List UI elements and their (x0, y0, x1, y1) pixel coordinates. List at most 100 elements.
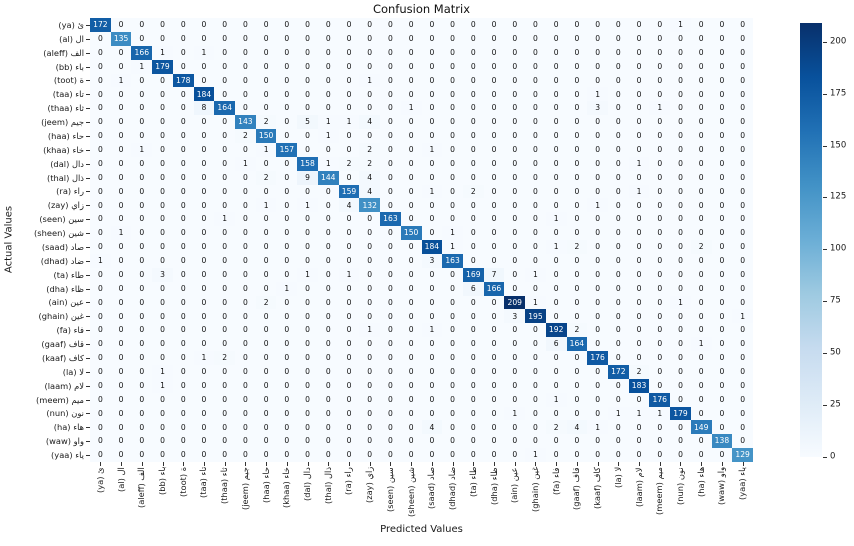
heatmap-cell: 0 (442, 184, 463, 199)
heatmap-cell: 0 (732, 31, 753, 46)
heatmap-cell: 0 (255, 364, 277, 379)
heatmap-cell: 0 (359, 45, 381, 60)
heatmap-cell: 0 (442, 18, 463, 32)
heatmap-cell: 0 (711, 101, 733, 116)
heatmap-cell: 0 (587, 281, 608, 296)
y-tick-label: (ra) ‎راء (56, 186, 84, 197)
heatmap-cell: 0 (421, 406, 443, 421)
heatmap-cell: 0 (152, 281, 173, 296)
heatmap-cell: 0 (152, 87, 173, 102)
heatmap-cell: 0 (628, 129, 650, 143)
heatmap-cell: 150 (400, 226, 422, 240)
heatmap-cell: 0 (193, 434, 215, 449)
heatmap-cell: 0 (214, 267, 236, 282)
heatmap-cell: 0 (732, 420, 753, 435)
heatmap-cell: 0 (338, 212, 360, 227)
heatmap-cell: 0 (235, 73, 256, 88)
heatmap-cell: 0 (690, 253, 712, 268)
heatmap-cell: 6 (462, 281, 484, 296)
x-tick-mark (121, 462, 123, 466)
heatmap-cell: 0 (297, 253, 318, 268)
heatmap-cell: 0 (525, 59, 546, 74)
x-tick-mark (183, 462, 185, 466)
heatmap-cell: 0 (711, 309, 733, 324)
heatmap-cell: 0 (649, 240, 671, 254)
heatmap-cell: 0 (525, 184, 546, 199)
heatmap-cell: 0 (442, 142, 463, 157)
heatmap-cell: 0 (297, 142, 318, 157)
heatmap-cell: 0 (649, 59, 671, 74)
y-tick-label: (ghain) ‎غين (38, 311, 84, 322)
heatmap-cell: 0 (649, 378, 671, 393)
heatmap-cell: 0 (317, 31, 339, 46)
heatmap-cell: 183 (628, 378, 650, 393)
heatmap-cell: 0 (131, 170, 153, 185)
heatmap-cell: 0 (628, 295, 650, 310)
heatmap-cell: 0 (172, 87, 194, 102)
heatmap-cell: 1 (628, 406, 650, 421)
heatmap-cell: 0 (566, 115, 588, 129)
heatmap-cell: 0 (214, 31, 236, 46)
y-tick-label: (aleff) ‎الف (43, 47, 84, 58)
heatmap-cell: 0 (110, 87, 132, 102)
heatmap-cell: 0 (421, 309, 443, 324)
heatmap-cell: 0 (504, 170, 526, 185)
heatmap-cell: 0 (276, 420, 298, 435)
heatmap-cell: 0 (442, 337, 463, 351)
heatmap-cell: 0 (711, 226, 733, 240)
heatmap-cell: 0 (545, 351, 567, 365)
heatmap-cell: 0 (400, 378, 422, 393)
heatmap-cell: 0 (421, 115, 443, 129)
heatmap-cell: 1 (317, 115, 339, 129)
heatmap-cell: 0 (732, 87, 753, 102)
heatmap-cell: 0 (628, 281, 650, 296)
heatmap-cell: 0 (607, 448, 629, 462)
heatmap-cell: 0 (525, 226, 546, 240)
heatmap-cell: 0 (380, 226, 401, 240)
heatmap-cell: 0 (297, 309, 318, 324)
heatmap-cell: 1 (525, 267, 546, 282)
heatmap-cell: 1 (400, 101, 422, 116)
heatmap-cell: 0 (255, 323, 277, 338)
heatmap-cell: 0 (587, 253, 608, 268)
heatmap-cell: 1 (442, 240, 463, 254)
heatmap-cell: 0 (380, 198, 401, 213)
heatmap-cell: 157 (276, 142, 298, 157)
heatmap-cell: 0 (276, 73, 298, 88)
heatmap-cell: 0 (566, 392, 588, 407)
heatmap-cell: 0 (442, 31, 463, 46)
heatmap-cell: 0 (400, 420, 422, 435)
heatmap-cell: 0 (90, 184, 111, 199)
heatmap-cell: 0 (711, 18, 733, 32)
heatmap-cell: 3 (152, 267, 173, 282)
heatmap-cell: 0 (276, 115, 298, 129)
heatmap-cell: 0 (338, 378, 360, 393)
heatmap-cell: 0 (462, 170, 484, 185)
heatmap-cell: 0 (338, 31, 360, 46)
heatmap-cell: 0 (607, 31, 629, 46)
heatmap-cell: 0 (400, 184, 422, 199)
heatmap-cell: 0 (442, 351, 463, 365)
heatmap-cell: 0 (607, 253, 629, 268)
heatmap-cell: 0 (711, 129, 733, 143)
heatmap-cell: 8 (193, 101, 215, 116)
heatmap-cell: 0 (214, 156, 236, 171)
heatmap-cell: 0 (400, 323, 422, 338)
heatmap-cell: 0 (504, 59, 526, 74)
x-tick-mark (618, 462, 620, 466)
heatmap-cell: 0 (235, 142, 256, 157)
heatmap-cell: 0 (338, 448, 360, 462)
heatmap-cell: 0 (172, 309, 194, 324)
heatmap-cell: 0 (732, 184, 753, 199)
heatmap-cell: 0 (545, 31, 567, 46)
heatmap-cell: 0 (587, 364, 608, 379)
heatmap-cell: 0 (421, 267, 443, 282)
heatmap-cell: 0 (235, 87, 256, 102)
x-tick-label: (ain) ‎عين (509, 467, 520, 503)
heatmap-cell: 1 (545, 240, 567, 254)
heatmap-cell: 0 (670, 323, 691, 338)
heatmap-cell: 0 (214, 420, 236, 435)
y-tick-mark (86, 371, 90, 373)
heatmap-cell: 0 (711, 184, 733, 199)
heatmap-cell: 0 (110, 337, 132, 351)
